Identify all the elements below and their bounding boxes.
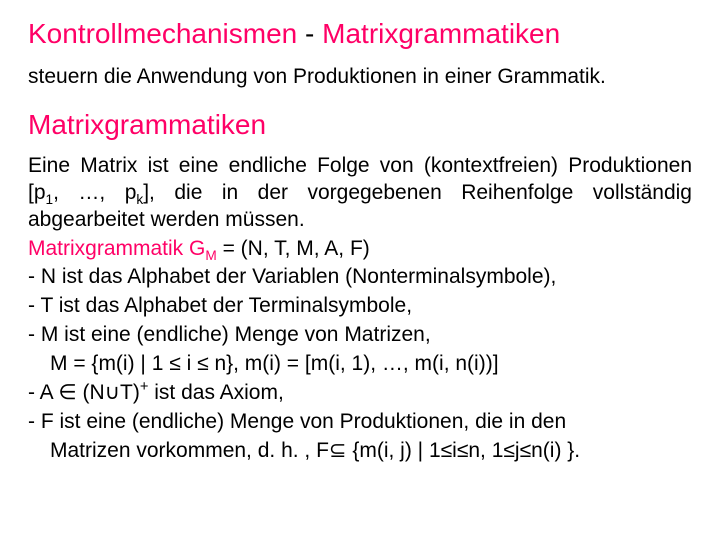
para-grammar-def: Matrixgrammatik GM = (N, T, M, A, F) bbox=[28, 236, 692, 263]
p1-mid: , …, p bbox=[53, 181, 136, 204]
li-m: - M ist eine (endliche) Menge von Matriz… bbox=[28, 322, 692, 349]
li-a-a: - A ∈ (N∪T) bbox=[28, 381, 140, 404]
li-a: - A ∈ (N∪T)+ ist das Axiom, bbox=[28, 380, 692, 407]
p2-b: = (N, T, M, A, F) bbox=[217, 237, 370, 260]
lead-paragraph: steuern die Anwendung von Produktionen i… bbox=[28, 64, 692, 91]
li-f-1: - F ist eine (endliche) Menge von Produk… bbox=[28, 409, 692, 436]
p1-sub1: 1 bbox=[46, 192, 54, 207]
li-t: - T ist das Alphabet der Terminalsymbole… bbox=[28, 293, 692, 320]
li-a-b: ist das Axiom, bbox=[148, 381, 283, 404]
title-part-1: Kontrollmechanismen bbox=[28, 18, 297, 49]
para-matrix-def: Eine Matrix ist eine endliche Folge von … bbox=[28, 153, 692, 234]
title-part-2: Matrixgrammatiken bbox=[322, 18, 560, 49]
slide: Kontrollmechanismen - Matrixgrammatiken … bbox=[0, 0, 720, 540]
li-n: - N ist das Alphabet der Variablen (Nont… bbox=[28, 264, 692, 291]
p2-subm: M bbox=[205, 248, 216, 263]
li-f-2: Matrizen vorkommen, d. h. , F⊆ {m(i, j) … bbox=[28, 438, 692, 465]
mg-label: Matrixgrammatik GM bbox=[28, 237, 217, 260]
body-text: Eine Matrix ist eine endliche Folge von … bbox=[28, 153, 692, 465]
section-heading: Matrixgrammatiken bbox=[28, 109, 692, 141]
li-m-detail: M = {m(i) | 1 ≤ i ≤ n}, m(i) = [m(i, 1),… bbox=[28, 351, 692, 378]
title-sep: - bbox=[297, 18, 322, 49]
p2-a: Matrixgrammatik G bbox=[28, 237, 205, 260]
slide-title: Kontrollmechanismen - Matrixgrammatiken bbox=[28, 18, 692, 50]
